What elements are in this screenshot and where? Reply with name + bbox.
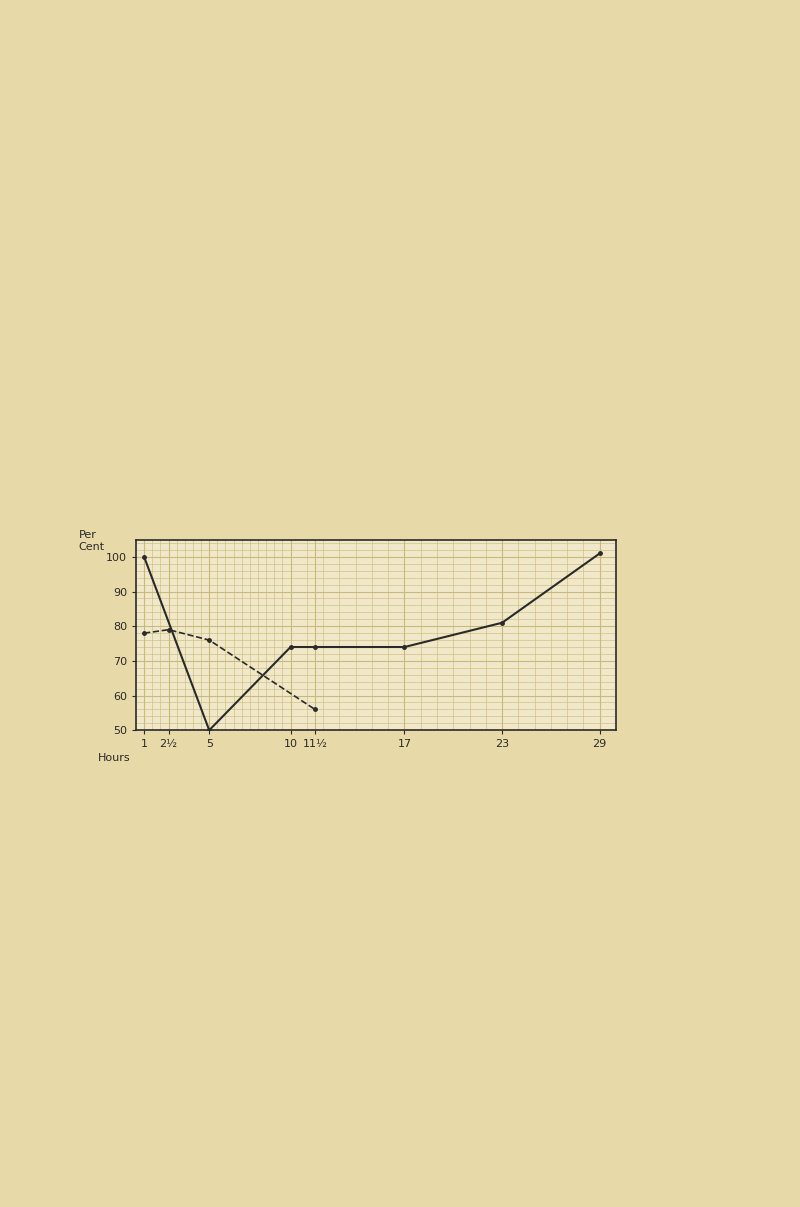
- Text: Hours: Hours: [98, 753, 130, 763]
- Text: Per
Cent: Per Cent: [78, 530, 105, 552]
